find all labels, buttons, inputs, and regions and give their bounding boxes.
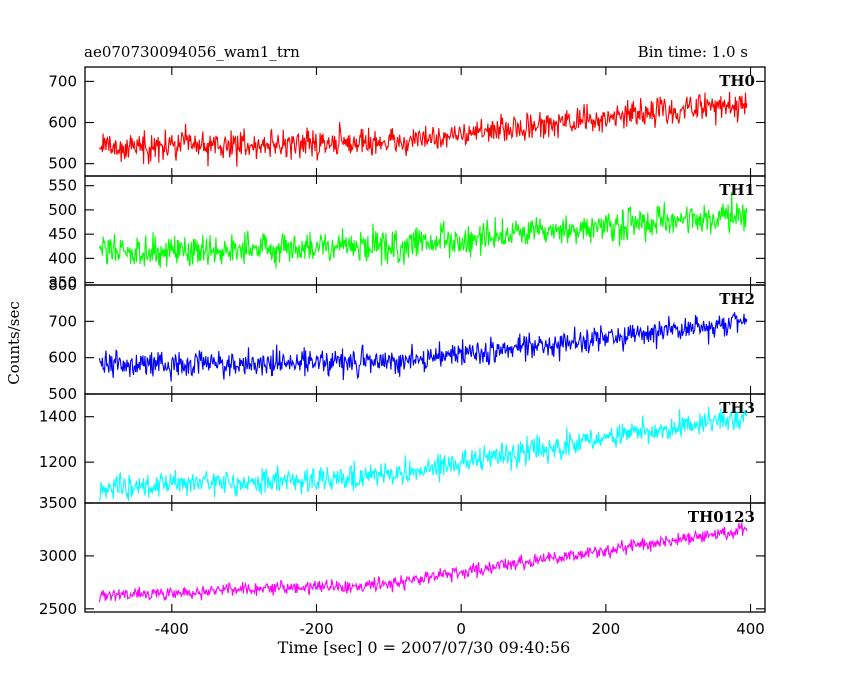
series-line-th2 — [98, 312, 748, 382]
y-tick-label-th0: 600 — [48, 114, 77, 132]
y-tick-label-th0123: 2500 — [39, 600, 77, 618]
y-tick-label-th2: 800 — [48, 276, 77, 294]
chart-title: ae070730094056_wam1_trn — [84, 43, 300, 61]
y-tick-label-th1: 450 — [48, 225, 77, 243]
y-tick-label-th2: 700 — [48, 312, 77, 330]
panel-label-th1: TH1 — [719, 181, 755, 199]
panel-label-th3: TH3 — [719, 399, 755, 417]
panel-frame-th0123 — [84, 502, 766, 613]
y-tick-label-th0: 700 — [48, 72, 77, 90]
x-tick-label: -400 — [155, 620, 189, 638]
series-line-th0 — [99, 91, 748, 167]
x-tick-label: 0 — [456, 620, 466, 638]
series-line-th0123 — [98, 522, 748, 603]
x-tick-label: 200 — [592, 620, 621, 638]
y-tick-label-th1: 500 — [48, 201, 77, 219]
y-tick-label-th3: 1200 — [39, 453, 77, 471]
y-tick-label-th0123: 3500 — [39, 494, 77, 512]
y-tick-label-th1: 550 — [48, 177, 77, 195]
panel-label-th2: TH2 — [719, 290, 755, 308]
panel-frame-th1 — [84, 175, 766, 286]
panel-label-th0123: TH0123 — [688, 508, 755, 526]
series-line-th1 — [98, 191, 748, 269]
y-tick-label-th0123: 3000 — [39, 547, 77, 565]
panel-label-th0: TH0 — [719, 72, 755, 90]
y-tick-label-th1: 350 — [48, 274, 77, 292]
y-tick-label-th0: 500 — [48, 155, 77, 173]
x-axis-label: Time [sec] 0 = 2007/07/30 09:40:56 — [277, 638, 571, 657]
y-tick-label-th1: 400 — [48, 249, 77, 267]
x-tick-label: 400 — [736, 620, 765, 638]
x-tick-label: -200 — [299, 620, 333, 638]
series-line-th3 — [98, 406, 748, 502]
y-tick-label-th2: 500 — [48, 385, 77, 403]
bin-time-label: Bin time: 1.0 s — [637, 43, 748, 61]
y-tick-label-th3: 1400 — [39, 408, 77, 426]
panel-frame-th2 — [84, 284, 766, 395]
panel-frame-th0 — [84, 66, 766, 177]
y-tick-label-th2: 600 — [48, 349, 77, 367]
